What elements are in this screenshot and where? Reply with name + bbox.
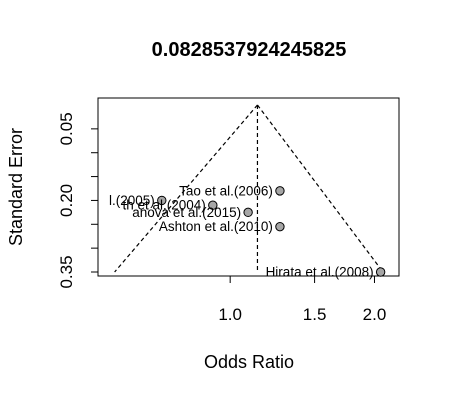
study-point — [157, 195, 167, 206]
study-point — [243, 207, 253, 218]
y-tick-label: 0.05 — [57, 112, 76, 145]
x-axis-title: Odds Ratio — [204, 352, 294, 372]
x-tick-label: 1.0 — [218, 305, 242, 324]
x-axis: 1.0 1.5 2.0 — [218, 276, 386, 324]
data-points: Tao et al.(2006) l.(2005)th et al.(2004)a… — [109, 183, 386, 280]
x-tick-label: 2.0 — [363, 305, 387, 324]
study-point — [375, 267, 386, 277]
plot-frame — [97, 97, 400, 277]
y-axis-title: Standard Error — [6, 128, 26, 246]
study-label: th et al.(2004) — [123, 198, 206, 213]
x-tick-label: 1.5 — [303, 305, 327, 324]
study-label: anova et al.(2015) — [132, 205, 241, 220]
study-point — [208, 200, 218, 210]
study-label: Hirata et al.(2008) — [266, 265, 374, 280]
chart-title: 0.0828537924245825 — [152, 39, 347, 61]
y-tick-label: 0.35 — [57, 255, 76, 288]
study-label: Ashton et al.(2010) — [159, 219, 273, 234]
study-point — [275, 221, 285, 232]
study-point — [275, 186, 285, 196]
study-label: l.(2005) — [109, 193, 155, 208]
y-tick-label: 0.20 — [57, 184, 76, 217]
study-label: Tao et al.(2006) — [179, 183, 273, 198]
funnel-lines — [114, 104, 384, 273]
funnel-left-edge — [114, 104, 258, 273]
y-axis: 0.05 0.20 0.35 — [57, 112, 98, 289]
